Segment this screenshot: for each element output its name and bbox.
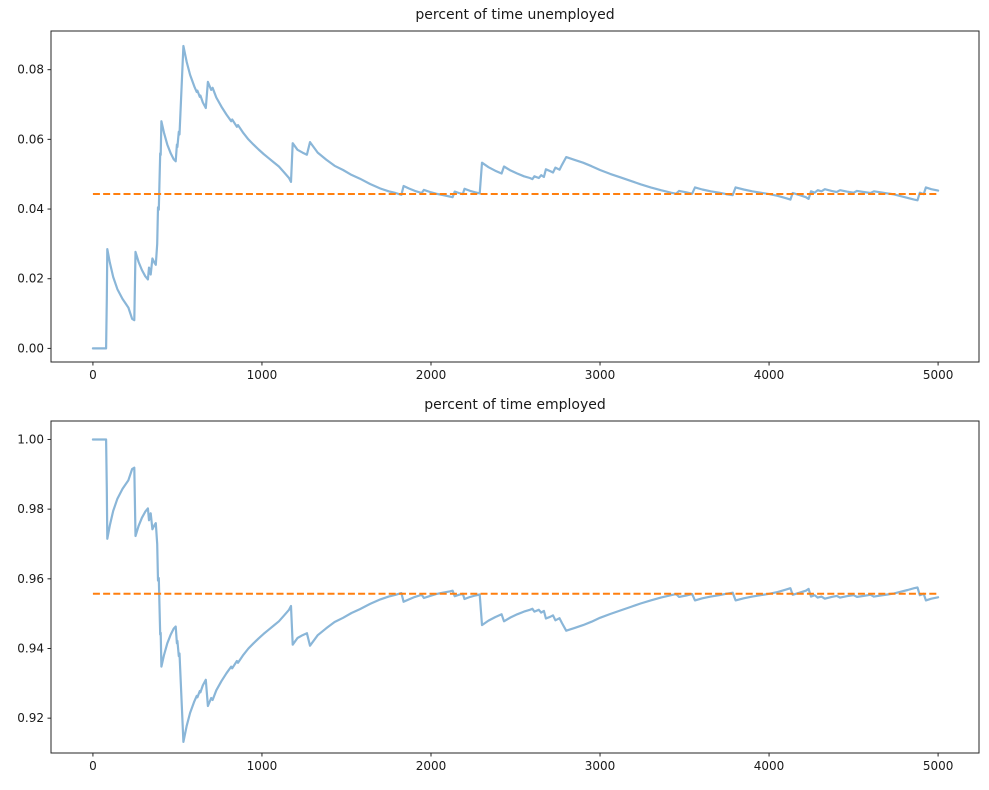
unemployed-x-tick-label: 3000	[585, 368, 616, 382]
employed-x-tick-label: 0	[89, 759, 97, 773]
employed-chart-title: percent of time employed	[424, 397, 606, 413]
employed-x-tick-label: 5000	[923, 759, 954, 773]
employed-x-tick-label: 3000	[585, 759, 616, 773]
employed-y-tick-label: 0.98	[17, 502, 44, 516]
unemployed-y-tick-label: 0.02	[17, 272, 44, 286]
unemployed-x-tick-label: 4000	[754, 368, 785, 382]
employed-y-tick-label: 1.00	[17, 432, 44, 446]
unemployed-sample-path-line	[91, 44, 940, 350]
employed-x-tick-label: 2000	[416, 759, 447, 773]
employed-sample-path-line	[91, 438, 940, 744]
unemployed-x-tick-label: 2000	[416, 368, 447, 382]
employed-axes-spines	[50, 420, 980, 754]
employed-x-tick-label: 1000	[247, 759, 278, 773]
unemployed-y-tick-label: 0.08	[17, 63, 44, 77]
unemployed-x-tick-label: 0	[89, 368, 97, 382]
unemployed-y-tick-label: 0.04	[17, 202, 44, 216]
unemployed-chart-title: percent of time unemployed	[415, 7, 615, 23]
employed-y-tick-label: 0.92	[17, 711, 44, 725]
unemployed-x-tick-label: 5000	[923, 368, 954, 382]
unemployed-axes-spines	[50, 30, 980, 363]
unemployed-y-tick-label: 0.00	[17, 341, 44, 355]
unemployed-y-tick-label: 0.06	[17, 132, 44, 146]
employed-y-tick-label: 0.94	[17, 641, 44, 655]
employed-x-tick-label: 4000	[754, 759, 785, 773]
unemployed-x-tick-label: 1000	[247, 368, 278, 382]
employed-y-tick-label: 0.96	[17, 572, 44, 586]
